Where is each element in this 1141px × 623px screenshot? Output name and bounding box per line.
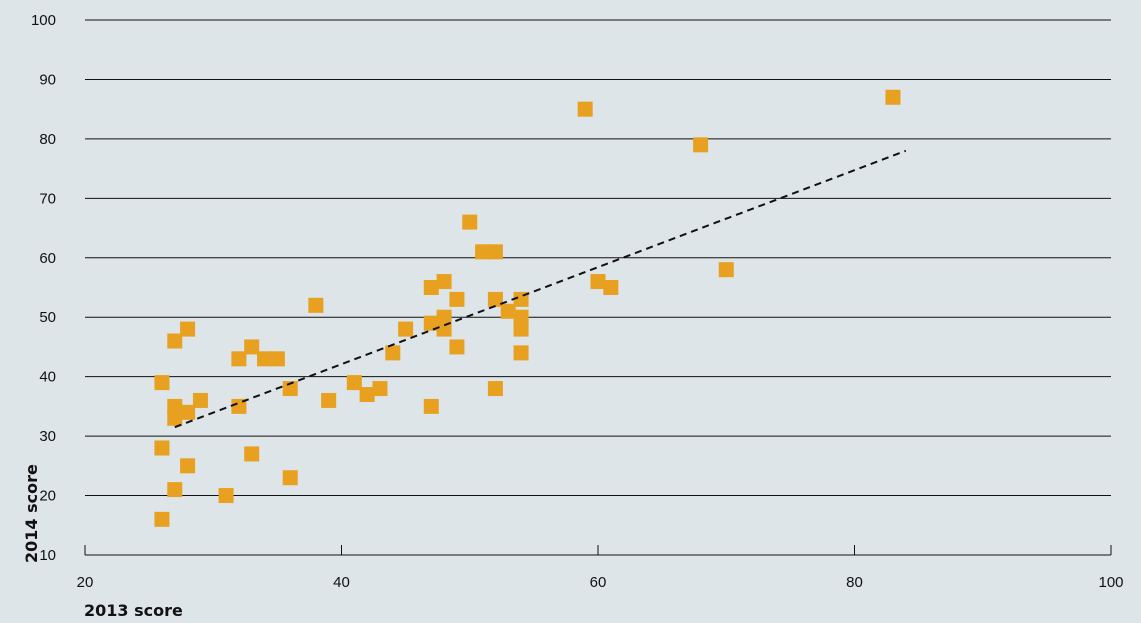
data-point	[167, 333, 183, 349]
x-tick-label: 100	[1098, 574, 1123, 591]
x-tick-label: 40	[333, 574, 350, 591]
data-point	[192, 392, 208, 408]
data-point	[180, 321, 196, 337]
data-point	[167, 482, 183, 498]
data-point	[487, 244, 503, 260]
y-tick-label: 80	[39, 131, 56, 148]
data-point	[308, 297, 324, 313]
x-axis	[84, 545, 1112, 556]
data-point	[436, 309, 452, 325]
data-point	[359, 387, 375, 402]
y-tick-label: 100	[31, 12, 56, 29]
y-tick-label: 60	[39, 250, 56, 267]
data-points	[154, 89, 901, 527]
trend-line	[174, 149, 907, 429]
data-point	[218, 488, 234, 504]
data-point	[423, 315, 439, 331]
data-point	[513, 309, 529, 325]
data-point	[167, 398, 183, 414]
data-point	[244, 339, 260, 355]
y-tick-label: 90	[39, 71, 56, 88]
data-point	[603, 280, 619, 295]
data-point	[372, 381, 388, 397]
data-point	[590, 274, 606, 290]
y-tick-label: 30	[39, 428, 56, 445]
y-axis-tick-labels: 10 20 30 40 50 60 70 80 90 100	[31, 12, 56, 564]
data-point	[423, 280, 439, 295]
data-point	[462, 214, 478, 230]
y-tick-label: 10	[39, 547, 56, 564]
data-point	[231, 351, 247, 367]
y-tick-label: 50	[39, 309, 56, 326]
data-point	[282, 381, 298, 397]
data-point	[449, 339, 465, 355]
data-point	[475, 244, 491, 260]
y-tick-label: 70	[39, 190, 56, 207]
data-point	[436, 274, 452, 290]
data-point	[487, 291, 503, 307]
x-axis-tick-labels: 20 40 60 80 100	[77, 574, 1124, 591]
data-point	[180, 458, 196, 474]
data-point	[257, 351, 273, 367]
data-point	[282, 470, 298, 486]
data-point	[436, 321, 452, 337]
data-point	[154, 440, 170, 456]
x-tick-label: 20	[77, 574, 94, 591]
data-point	[385, 345, 401, 361]
data-point	[167, 410, 183, 426]
data-point	[577, 101, 593, 117]
y-tick-label: 40	[39, 369, 56, 386]
x-tick-label: 80	[846, 574, 863, 591]
x-tick-label: 60	[590, 574, 607, 591]
data-point	[269, 351, 285, 367]
y-axis-title: 2014 score	[22, 464, 41, 563]
data-point	[321, 392, 337, 408]
data-point	[718, 262, 734, 278]
data-point	[449, 291, 465, 307]
data-point	[154, 375, 170, 391]
data-point	[231, 398, 247, 414]
data-point	[398, 321, 414, 337]
data-point	[154, 511, 170, 527]
gridlines	[85, 19, 1111, 497]
data-point	[423, 398, 439, 414]
data-point	[513, 321, 529, 337]
data-point	[885, 89, 901, 105]
data-point	[693, 137, 709, 153]
x-axis-title: 2013 score	[84, 601, 183, 620]
data-point	[244, 446, 260, 462]
data-point	[513, 345, 529, 361]
data-point	[346, 375, 362, 391]
y-tick-label: 20	[39, 488, 56, 505]
data-point	[487, 381, 503, 397]
data-point	[180, 404, 196, 420]
data-point	[500, 303, 516, 319]
